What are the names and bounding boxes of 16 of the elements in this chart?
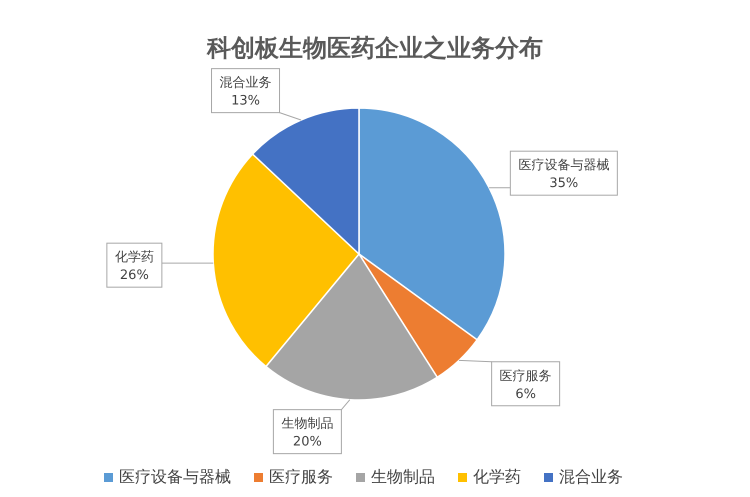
legend-label: 混合业务 bbox=[559, 467, 623, 486]
data-label: 20% bbox=[292, 434, 322, 450]
legend-label: 医疗服务 bbox=[269, 467, 333, 486]
data-label: 13% bbox=[231, 94, 260, 109]
legend-label: 化学药 bbox=[473, 467, 521, 486]
slice-label: 生物制品 bbox=[281, 416, 334, 432]
slice-label: 混合业务 bbox=[220, 76, 272, 91]
legend-label: 生物制品 bbox=[371, 467, 435, 486]
slice-label: 医疗设备与器械 bbox=[518, 158, 610, 174]
data-label: 26% bbox=[120, 268, 149, 284]
slice-label: 化学药 bbox=[114, 250, 154, 266]
slice-label: 医疗服务 bbox=[500, 368, 552, 384]
data-label: 35% bbox=[549, 176, 578, 192]
data-label: 6% bbox=[515, 386, 536, 402]
chart-title: 科创板生物医药企业之业务分布 bbox=[206, 34, 543, 62]
legend-label: 医疗设备与器械 bbox=[119, 467, 231, 486]
